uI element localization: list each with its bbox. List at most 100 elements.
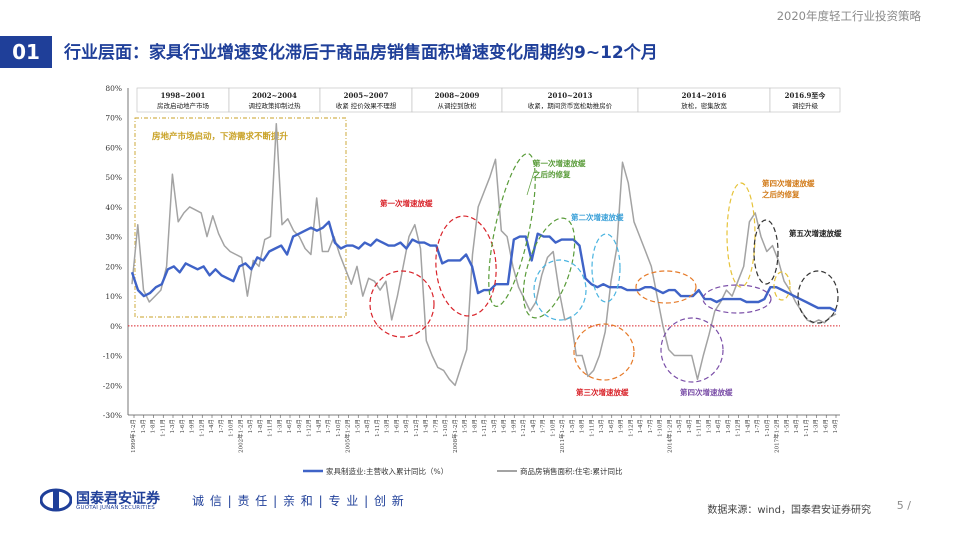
logo-text-cn: 国泰君安证券 <box>76 491 160 507</box>
x-tick-label: 1-11月 <box>481 419 488 437</box>
x-tick-label: 1-6月 <box>608 419 615 433</box>
x-tick-label: 1-3月 <box>705 419 712 433</box>
highlight-ellipse <box>533 259 587 321</box>
period-desc: 收紧 控价效果不理想 <box>336 101 397 110</box>
period-box <box>136 87 230 113</box>
x-tick-label: 2017年1-2月 <box>773 419 781 453</box>
x-tick-label: 1-7月 <box>754 419 761 433</box>
highlight-ellipse <box>797 270 839 324</box>
highlight-ellipse <box>773 271 791 301</box>
x-tick-label: 1-4月 <box>744 419 751 433</box>
x-tick-label: 1-4月 <box>208 419 215 433</box>
page-subtitle: 2020年度轻工行业投资策略 <box>776 9 921 23</box>
y-tick-label: 60% <box>105 143 122 152</box>
highlight-ellipse <box>702 284 772 314</box>
period-box <box>228 87 321 113</box>
x-tick-label: 1-7月 <box>325 419 332 433</box>
legend-label-furniture: 家具制造业:主营收入累计同比（%） <box>326 466 448 476</box>
x-tick-label: 1-5月 <box>676 419 683 433</box>
x-tick-label: 1-10月 <box>442 419 449 437</box>
x-tick-label: 1-7月 <box>218 419 225 433</box>
footer-slogan: 诚 信 | 责 任 | 亲 和 | 专 业 | 创 新 <box>192 494 405 508</box>
highlight-ellipse <box>522 217 576 319</box>
x-tick-label: 1-8月 <box>150 419 157 433</box>
x-tick-label: 1-3月 <box>491 419 498 433</box>
x-tick-label: 1-9月 <box>296 419 303 433</box>
series-line <box>130 220 837 313</box>
x-tick-label: 1-10月 <box>549 419 556 437</box>
annotation-a4: 第三次增速放缓 <box>576 387 629 397</box>
x-tick-label: 2011年1-2月 <box>558 419 566 453</box>
x-tick-label: 1-12月 <box>413 419 420 437</box>
annotation-a1: 第一次增速放缓 <box>380 198 433 208</box>
period-range: 2014~2016 <box>682 91 727 100</box>
highlight-ellipse <box>369 270 435 338</box>
x-tick-label: 1-5月 <box>569 419 576 433</box>
highlight-ellipse <box>591 233 621 303</box>
x-tick-label: 1-9月 <box>510 419 517 433</box>
x-tick-label: 1-3月 <box>276 419 283 433</box>
x-tick-label: 1-6月 <box>501 419 508 433</box>
period-desc: 放松，密集放宽 <box>681 101 727 110</box>
x-tick-label: 1-5月 <box>140 419 147 433</box>
annotation-a2b: 之后的修复 <box>533 169 571 179</box>
x-tick-label: 1-9月 <box>618 419 625 433</box>
highlight-ellipse <box>726 182 756 288</box>
x-tick-label: 1-11月 <box>159 419 166 437</box>
x-tick-label: 1-3月 <box>598 419 605 433</box>
x-tick-label: 1-9月 <box>403 419 410 433</box>
x-tick-label: 1-6月 <box>179 419 186 433</box>
legend-label-housing: 商品房销售面积:住宅:累计同比 <box>520 466 623 476</box>
x-tick-label: 1-6月 <box>393 419 400 433</box>
y-tick-label: -10% <box>103 352 122 361</box>
x-tick-label: 1-8月 <box>686 419 693 433</box>
period-range: 2005~2007 <box>344 91 389 100</box>
page-number: 5 / <box>896 499 911 512</box>
annotation-a5: 第四次增速放缓 <box>680 387 733 397</box>
period-desc: 收紧，期间货币宽松助推房价 <box>528 101 613 110</box>
period-desc: 调控升级 <box>792 101 819 110</box>
x-tick-label: 1-3月 <box>169 419 176 433</box>
highlight-ellipse <box>435 215 497 317</box>
x-tick-label: 1999年1-2月 <box>129 419 137 453</box>
x-tick-label: 1-10月 <box>764 419 771 437</box>
logo-icon <box>40 488 72 512</box>
x-tick-label: 2008年1-2月 <box>451 419 459 453</box>
highlight-ellipse <box>660 317 724 383</box>
chart: 80% 70% 60% 50% 40% 30% 20% 10% 0% -10% -20% -30% 19… <box>103 84 842 476</box>
period-range: 2016.9至今 <box>785 91 826 100</box>
x-tick-label: 1-12月 <box>520 419 527 437</box>
y-tick-label: -30% <box>103 411 122 420</box>
x-tick-label: 1-6月 <box>822 419 829 433</box>
period-desc: 从调控到放松 <box>438 101 478 110</box>
x-tick-label: 1-4月 <box>637 419 644 433</box>
period-box <box>319 87 413 113</box>
x-tick-label: 1-9月 <box>189 419 196 433</box>
x-tick-label: 1-4月 <box>530 419 537 433</box>
highlight-box-label: 房地产市场启动，下游需求不断提升 <box>152 131 289 142</box>
highlight-ellipse <box>635 270 697 304</box>
x-tick-label: 1-11月 <box>374 419 381 437</box>
period-box <box>501 87 639 113</box>
section-number-badge: 01 <box>0 36 52 68</box>
x-tick-label: 2014年1-2月 <box>665 419 673 453</box>
x-tick-label: 1-5月 <box>462 419 469 433</box>
x-tick-label: 1-10月 <box>335 419 342 437</box>
highlight-ellipse <box>573 323 635 381</box>
x-tick-label: 1-12月 <box>627 419 634 437</box>
x-tick-label: 1-8月 <box>364 419 371 433</box>
x-tick-label: 1-8月 <box>579 419 586 433</box>
period-box <box>769 87 841 113</box>
period-box <box>411 87 503 113</box>
annotation-a3: 第二次增速放缓 <box>571 212 624 222</box>
x-tick-label: 1-5月 <box>247 419 254 433</box>
y-tick-label: 80% <box>105 84 122 93</box>
period-range: 2002~2004 <box>252 91 297 100</box>
y-tick-label: 0% <box>110 322 122 331</box>
period-desc: 房改启动地产市场 <box>157 101 210 110</box>
period-range: 2010~2013 <box>548 91 593 100</box>
x-tick-label: 1-7月 <box>540 419 547 433</box>
x-tick-label: 1-8月 <box>257 419 264 433</box>
x-tick-label: 1-6月 <box>286 419 293 433</box>
x-tick-label: 1-5月 <box>783 419 790 433</box>
